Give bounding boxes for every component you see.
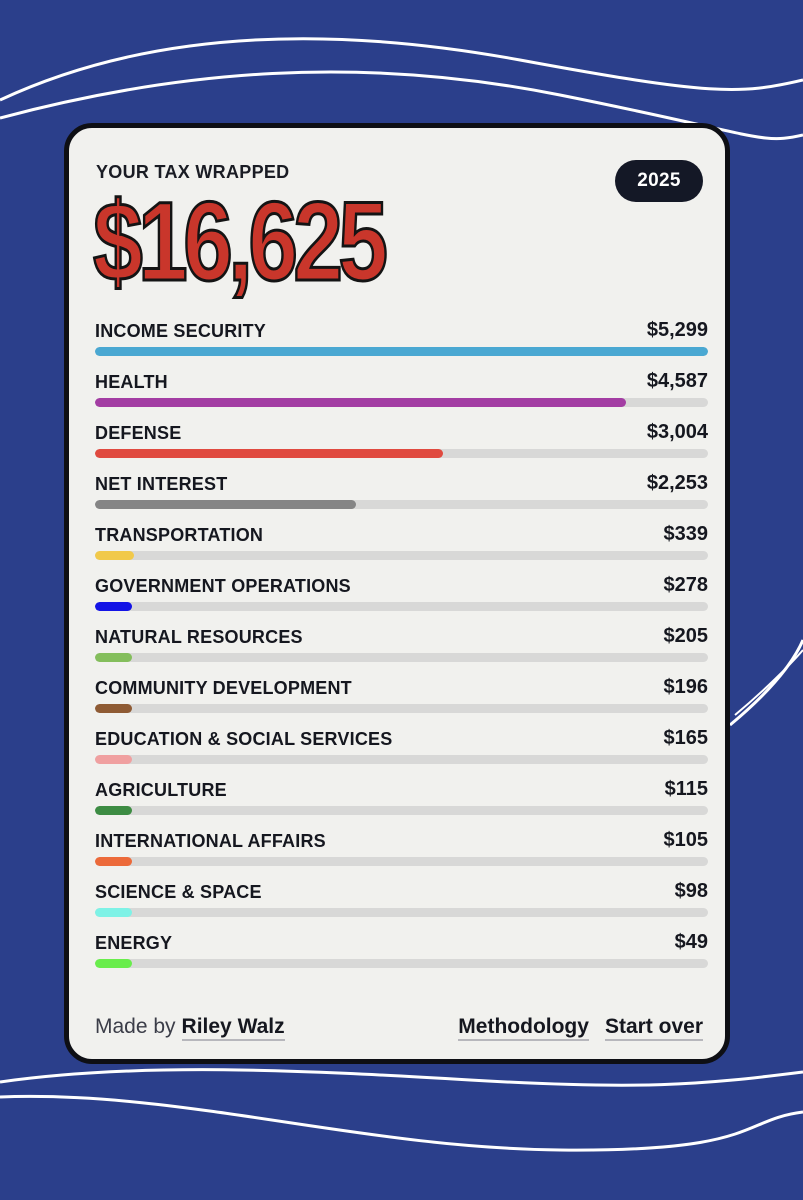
- category-amount: $49: [674, 931, 708, 953]
- category-bar-track: [95, 704, 708, 713]
- category-label: COMMUNITY DEVELOPMENT: [95, 678, 352, 698]
- category-list: INCOME SECURITY $5,299 HEALTH $4,587 DEFENSE…: [95, 319, 709, 984]
- category-row: AGRICULTURE $115: [95, 778, 708, 831]
- category-row: NATURAL RESOURCES $205: [95, 625, 709, 678]
- category-bar-fill: [95, 347, 708, 356]
- category-bar-track: [95, 653, 708, 662]
- category-amount: $2,253: [646, 472, 708, 494]
- category-amount: $105: [663, 829, 709, 851]
- category-row: COMMUNITY DEVELOPMENT $196: [95, 676, 709, 729]
- category-bar-track: [95, 347, 708, 356]
- category-bar-track: [95, 500, 708, 509]
- category-label: INCOME SECURITY: [95, 321, 267, 341]
- category-label: AGRICULTURE: [95, 780, 227, 800]
- year-badge[interactable]: 2025: [615, 160, 703, 202]
- category-bar-track: [95, 602, 708, 611]
- category-amount: $339: [663, 523, 709, 545]
- category-row: GOVERNMENT OPERATIONS $278: [95, 574, 709, 627]
- author-link[interactable]: Riley Walz: [181, 1015, 285, 1041]
- total-amount: $16,625: [92, 179, 389, 304]
- category-bar-fill: [95, 806, 132, 815]
- category-bar-fill: [95, 602, 132, 611]
- category-row: NET INTEREST $2,253: [95, 472, 708, 525]
- category-bar-fill: [95, 755, 132, 764]
- category-amount: $4,587: [646, 370, 708, 392]
- category-amount: $3,004: [646, 421, 708, 443]
- methodology-link[interactable]: Methodology: [458, 1015, 589, 1041]
- category-row: INTERNATIONAL AFFAIRS $105: [95, 829, 709, 882]
- category-row: DEFENSE $3,004: [95, 421, 708, 474]
- category-bar-track: [95, 806, 708, 815]
- category-bar-fill: [95, 959, 132, 968]
- category-label: HEALTH: [95, 372, 168, 392]
- category-bar-fill: [95, 449, 443, 458]
- category-amount: $278: [663, 574, 709, 596]
- category-label: TRANSPORTATION: [95, 525, 264, 545]
- tax-wrapped-card: YOUR TAX WRAPPED 2025 $16,625 INCOME SEC…: [64, 123, 730, 1064]
- category-label: DEFENSE: [95, 423, 182, 443]
- category-label: ENERGY: [95, 933, 173, 953]
- category-row: EDUCATION & SOCIAL SERVICES $165: [95, 727, 709, 780]
- category-label: SCIENCE & SPACE: [95, 882, 262, 902]
- category-bar-track: [95, 449, 708, 458]
- made-by-prefix: Made by: [95, 1015, 176, 1038]
- category-bar-fill: [95, 500, 356, 509]
- category-amount: $98: [674, 880, 708, 902]
- category-bar-fill: [95, 398, 626, 407]
- category-row: HEALTH $4,587: [95, 370, 708, 423]
- card-title: YOUR TAX WRAPPED: [96, 162, 290, 182]
- category-bar-track: [95, 398, 708, 407]
- category-row: SCIENCE & SPACE $98: [95, 880, 708, 933]
- category-bar-fill: [95, 908, 132, 917]
- category-row: TRANSPORTATION $339: [95, 523, 709, 576]
- category-amount: $5,299: [646, 319, 708, 341]
- category-row: INCOME SECURITY $5,299: [95, 319, 708, 372]
- made-by: Made by Riley Walz: [95, 1015, 285, 1041]
- category-label: INTERNATIONAL AFFAIRS: [95, 831, 326, 851]
- category-label: EDUCATION & SOCIAL SERVICES: [95, 729, 393, 749]
- category-label: NET INTEREST: [95, 474, 228, 494]
- category-bar-track: [95, 755, 708, 764]
- category-label: GOVERNMENT OPERATIONS: [95, 576, 351, 596]
- category-bar-track: [95, 908, 708, 917]
- category-label: NATURAL RESOURCES: [95, 627, 303, 647]
- category-bar-track: [95, 959, 708, 968]
- category-row: ENERGY $49: [95, 931, 708, 984]
- category-amount: $165: [663, 727, 709, 749]
- category-amount: $115: [664, 778, 708, 800]
- category-bar-track: [95, 857, 708, 866]
- category-bar-fill: [95, 653, 132, 662]
- category-bar-fill: [95, 857, 132, 866]
- category-bar-fill: [95, 704, 132, 713]
- category-bar-track: [95, 551, 708, 560]
- footer: Made by Riley Walz Methodology Start over: [95, 1015, 703, 1045]
- category-bar-fill: [95, 551, 135, 560]
- start-over-link[interactable]: Start over: [604, 1015, 703, 1041]
- category-amount: $205: [663, 625, 709, 647]
- category-amount: $196: [663, 676, 709, 698]
- footer-links: Methodology Start over: [442, 1015, 703, 1041]
